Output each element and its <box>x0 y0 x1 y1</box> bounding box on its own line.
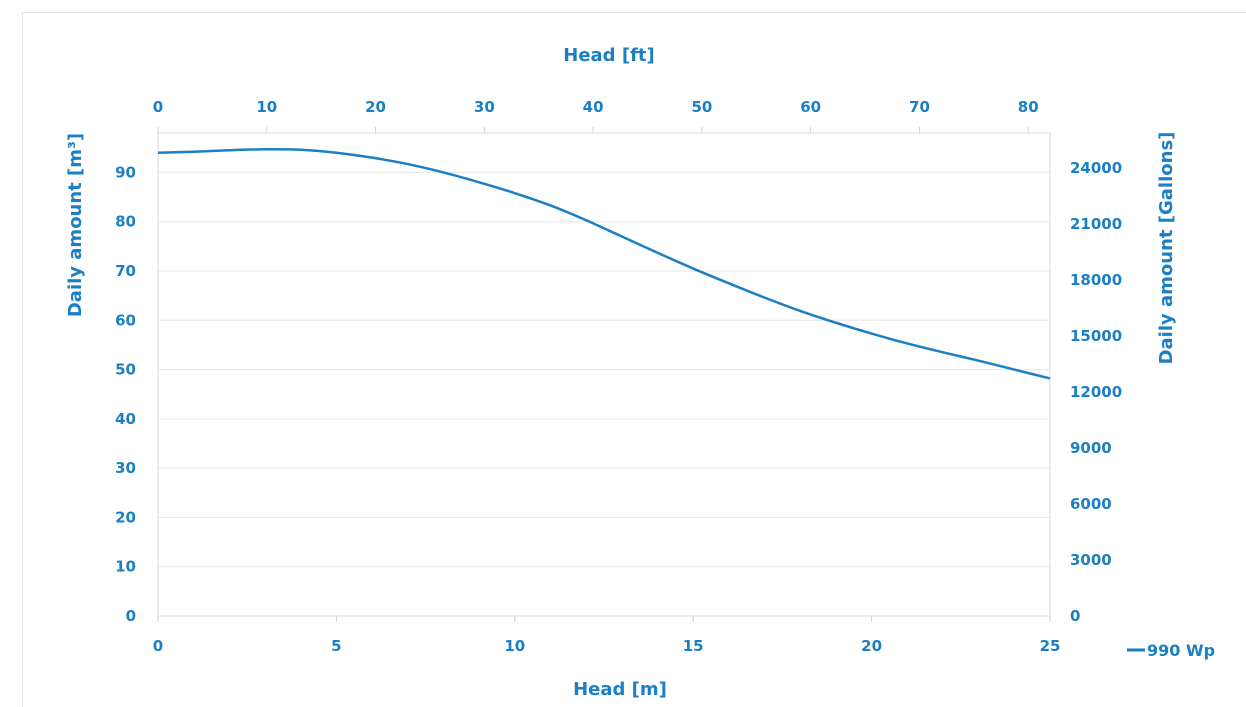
x-tick-label: 20 <box>861 637 882 655</box>
y-tick-label: 80 <box>115 213 136 231</box>
y2-tick-label: 24000 <box>1070 159 1122 177</box>
legend-label: 990 Wp <box>1147 641 1215 660</box>
x2-tick-label: 60 <box>800 98 821 116</box>
y2-tick-label: 3000 <box>1070 551 1112 569</box>
chart-frame <box>22 12 1246 707</box>
y2-tick-label: 9000 <box>1070 439 1112 457</box>
y-tick-label: 40 <box>115 410 136 428</box>
y-tick-label: 20 <box>115 508 136 526</box>
x-axis-title: Head [m] <box>573 679 667 700</box>
x2-tick-label: 70 <box>909 98 930 116</box>
y2-tick-label: 0 <box>1070 607 1080 625</box>
x2-tick-label: 10 <box>256 98 277 116</box>
y-tick-label: 50 <box>115 361 136 379</box>
x-tick-label: 5 <box>331 637 341 655</box>
y2-tick-label: 15000 <box>1070 327 1122 345</box>
y-tick-label: 30 <box>115 459 136 477</box>
x2-tick-label: 50 <box>691 98 712 116</box>
series-line-0 <box>157 147 1051 380</box>
tick-labels: 0102030405060708090030006000900012000150… <box>115 98 1122 655</box>
x-tick-label: 25 <box>1040 637 1061 655</box>
y-tick-label: 70 <box>115 262 136 280</box>
x2-tick-label: 20 <box>365 98 386 116</box>
y2-tick-label: 21000 <box>1070 215 1122 233</box>
x2-axis-title: Head [ft] <box>563 45 654 66</box>
y2-tick-label: 12000 <box>1070 383 1122 401</box>
y-axis-title: Daily amount [m³] <box>65 133 86 317</box>
legend: 990 Wp <box>1127 641 1215 660</box>
gridlines <box>158 171 1050 617</box>
y2-tick-label: 6000 <box>1070 495 1112 513</box>
y2-tick-label: 18000 <box>1070 271 1122 289</box>
series-lines <box>157 147 1051 380</box>
x2-tick-label: 80 <box>1018 98 1039 116</box>
x2-tick-label: 0 <box>153 98 163 116</box>
y-tick-label: 10 <box>115 558 136 576</box>
x-tick-label: 10 <box>504 637 525 655</box>
axes <box>157 127 1051 622</box>
y2-axis-title: Daily amount [Gallons] <box>1156 132 1177 365</box>
y-tick-label: 90 <box>115 163 136 181</box>
y-tick-label: 60 <box>115 311 136 329</box>
x-tick-label: 0 <box>153 637 163 655</box>
x2-tick-label: 40 <box>583 98 604 116</box>
x2-tick-label: 30 <box>474 98 495 116</box>
x-tick-label: 15 <box>683 637 704 655</box>
y-tick-label: 0 <box>126 607 136 625</box>
